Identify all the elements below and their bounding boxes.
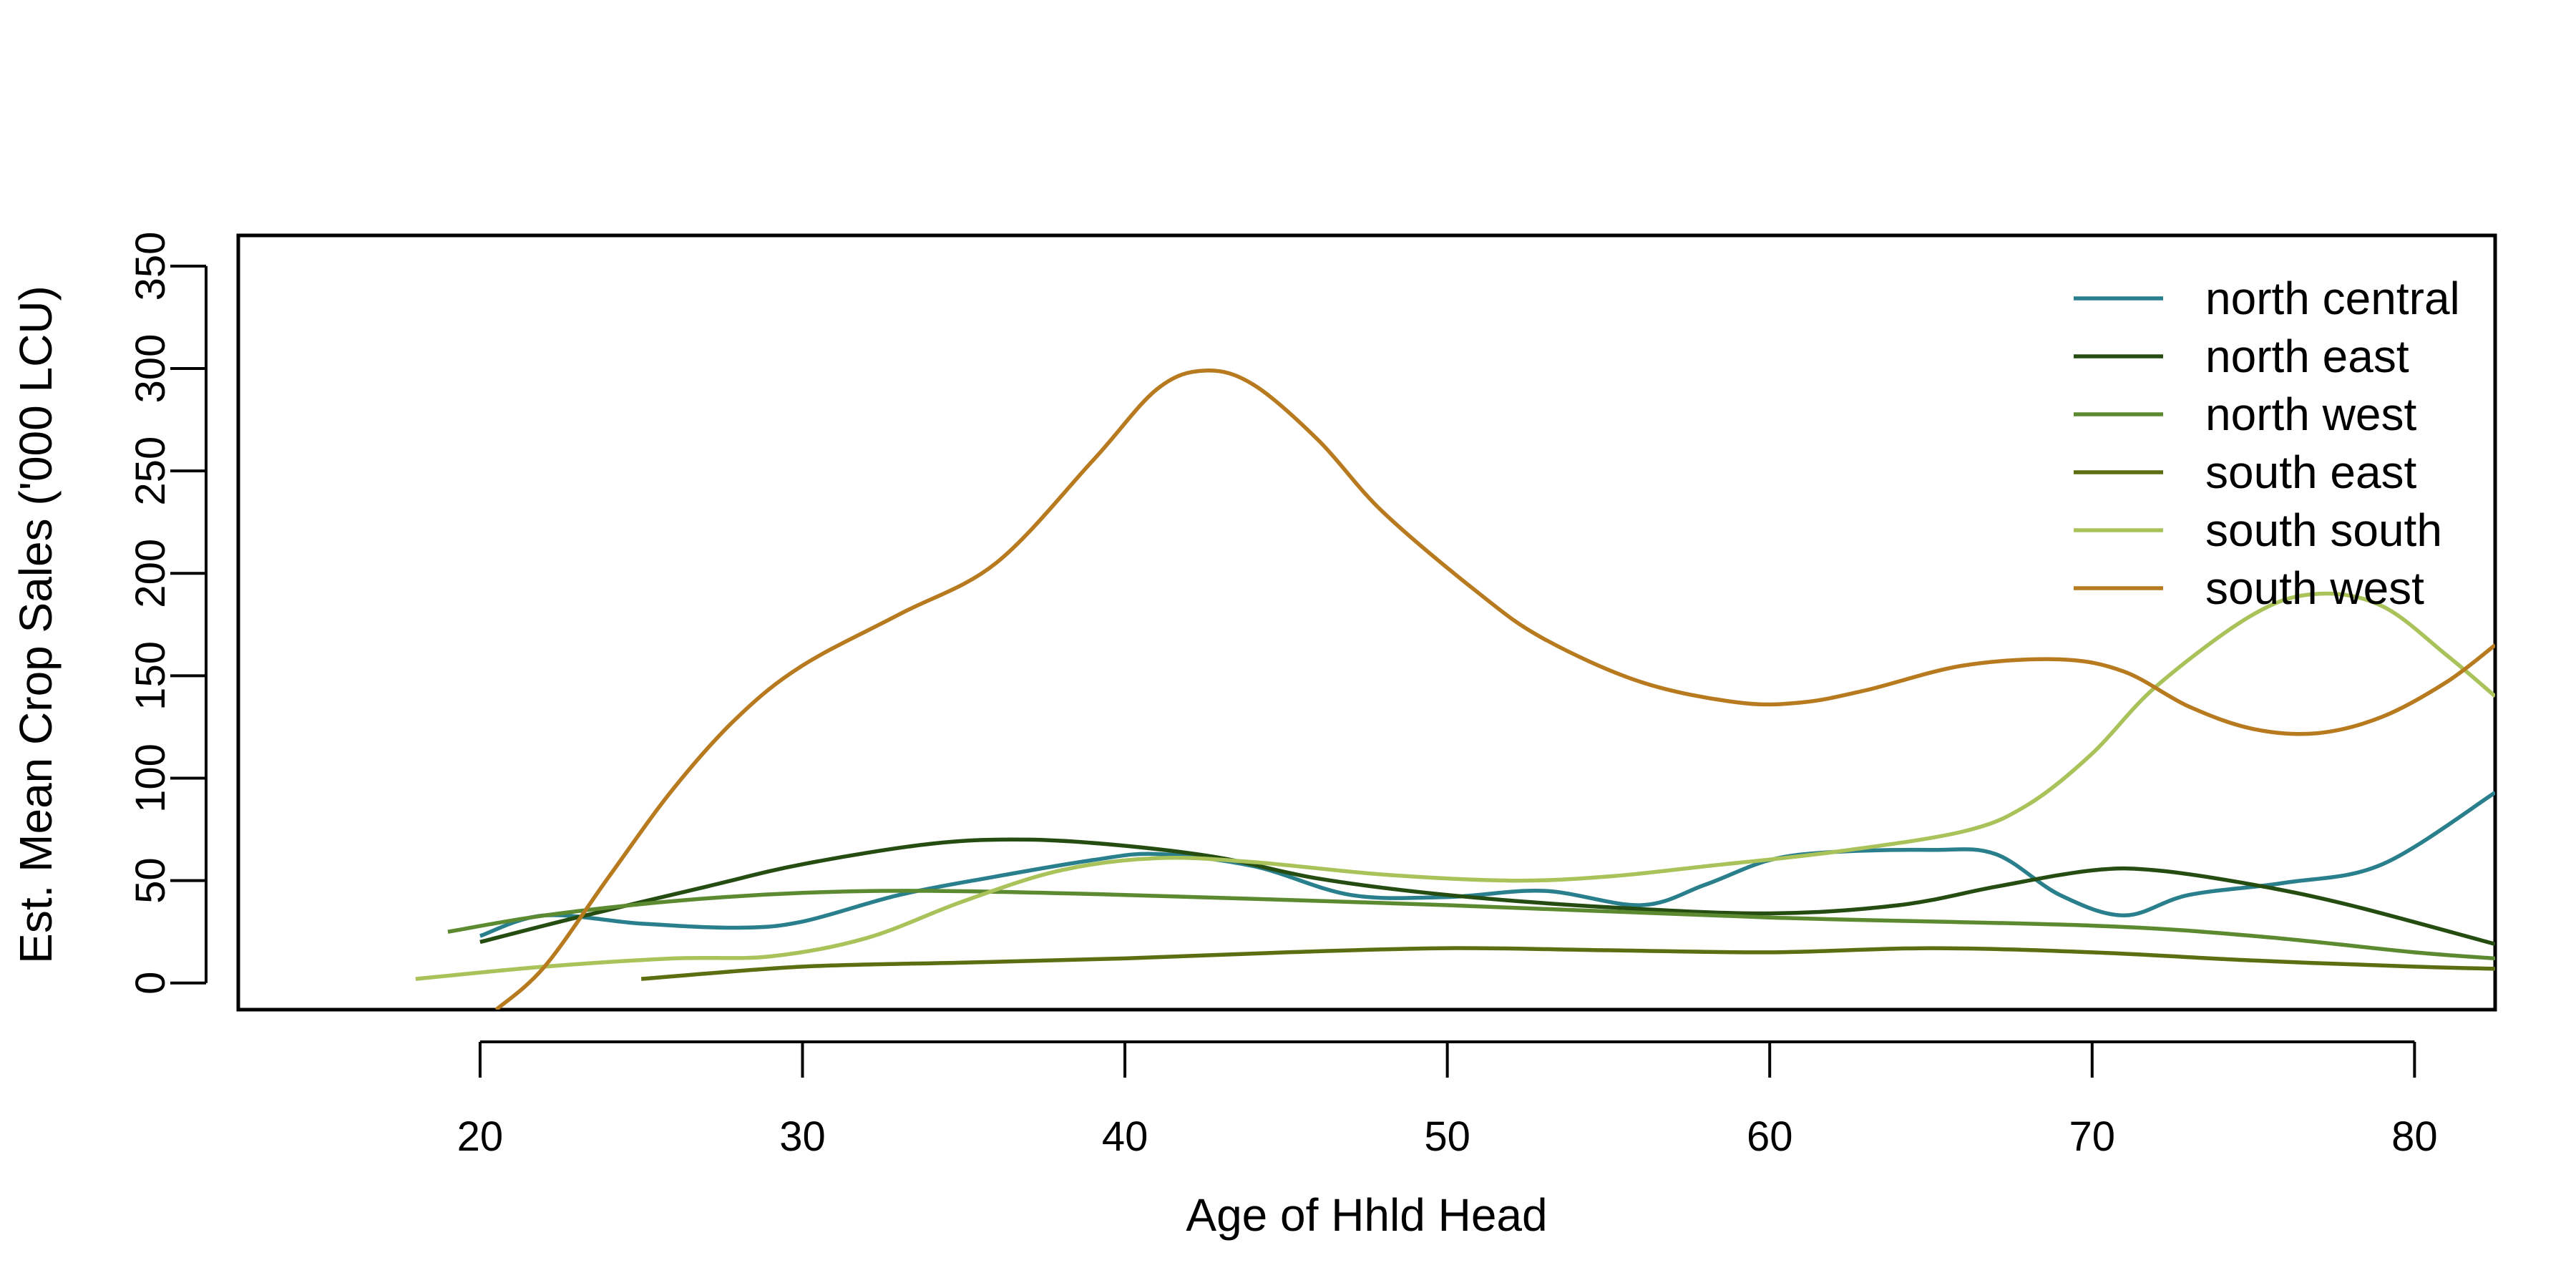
y-tick-label: 150 bbox=[127, 641, 174, 711]
series-line-south-east bbox=[640, 946, 2495, 981]
x-tick-label: 20 bbox=[457, 1113, 504, 1160]
y-axis: 0 50 100 150 200 250 300 350 bbox=[127, 232, 208, 995]
legend-label: north east bbox=[2205, 331, 2409, 382]
y-tick-label: 100 bbox=[127, 743, 174, 813]
y-tick-label: 300 bbox=[127, 334, 174, 404]
legend: north central north east north west south e… bbox=[2074, 273, 2460, 614]
x-tick-label: 80 bbox=[2391, 1113, 2438, 1160]
series-line-north-central bbox=[479, 791, 2495, 938]
x-tick-label: 50 bbox=[1424, 1113, 1470, 1160]
series-line-south-south bbox=[415, 591, 2495, 981]
y-tick-label: 50 bbox=[127, 857, 174, 904]
legend-label: north west bbox=[2205, 389, 2416, 440]
series-line-south-west bbox=[494, 369, 2495, 1010]
x-tick-label: 30 bbox=[779, 1113, 826, 1160]
y-tick-label: 350 bbox=[127, 232, 174, 301]
x-tick-label: 60 bbox=[1747, 1113, 1793, 1160]
legend-label: north central bbox=[2205, 273, 2460, 324]
y-tick-label: 200 bbox=[127, 539, 174, 608]
y-tick-label: 250 bbox=[127, 436, 174, 506]
x-axis-title: Age of Hhld Head bbox=[1186, 1189, 1547, 1241]
series-lines bbox=[415, 369, 2495, 1010]
plot-frame bbox=[236, 233, 2497, 1012]
legend-label: south east bbox=[2205, 447, 2417, 498]
x-axis: 20 30 40 50 60 70 80 bbox=[457, 1040, 2438, 1160]
x-tick-label: 70 bbox=[2069, 1113, 2116, 1160]
legend-label: south south bbox=[2205, 504, 2442, 556]
series-line-north-east bbox=[479, 837, 2495, 947]
y-tick-label: 0 bbox=[127, 972, 174, 995]
y-axis-title: Est. Mean Crop Sales ('000 LCU) bbox=[10, 286, 62, 964]
series-line-north-west bbox=[447, 889, 2495, 961]
x-tick-label: 40 bbox=[1102, 1113, 1148, 1160]
legend-label: south west bbox=[2205, 562, 2424, 614]
